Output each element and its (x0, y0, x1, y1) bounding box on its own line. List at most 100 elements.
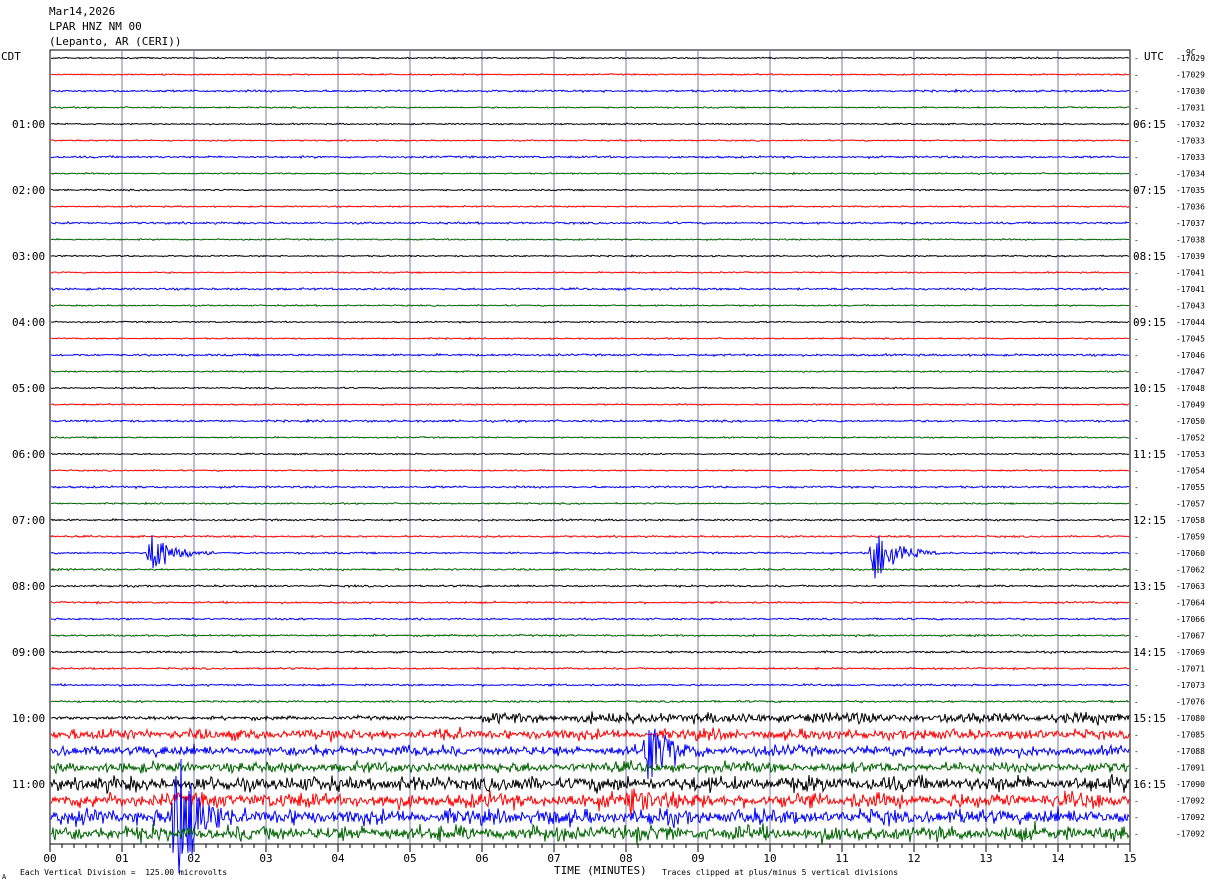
trace-offset-label: -17038 (1176, 236, 1205, 245)
trace-line (50, 583, 1130, 589)
trace-line (50, 726, 1130, 743)
trace-offset-tick: - (1134, 434, 1139, 443)
header-station: LPAR HNZ NM 00 (49, 20, 142, 33)
trace-line (50, 237, 1130, 242)
trace-line (50, 682, 1130, 688)
trace-offset-tick: - (1134, 450, 1139, 459)
left-hour-label: 05:00 (12, 382, 45, 395)
right-hour-label: 12:15 (1133, 514, 1166, 527)
trace-offset-label: -17032 (1176, 120, 1205, 129)
trace-offset-tick: - (1134, 698, 1139, 707)
trace-line (50, 171, 1130, 176)
trace-offset-tick: - (1134, 648, 1139, 657)
trace-offset-tick: - (1134, 170, 1139, 179)
trace-offset-tick: - (1134, 351, 1139, 360)
right-hour-label: 08:15 (1133, 250, 1166, 263)
trace-offset-label: -17055 (1176, 483, 1205, 492)
scale-note: Each Vertical Division = 125.00 microvol… (20, 868, 228, 877)
trace-offset-label: -17039 (1176, 252, 1205, 261)
trace-offset-label: -17092 (1176, 830, 1205, 839)
trace-line (50, 286, 1130, 292)
trace-offset-tick: - (1134, 714, 1139, 723)
trace-offset-label: -17064 (1176, 599, 1205, 608)
right-hour-label: 07:15 (1133, 184, 1166, 197)
trace-offset-label: -17029 (1176, 54, 1205, 63)
x-tick-label: 02 (187, 852, 200, 865)
trace-line (50, 452, 1130, 456)
left-hour-label: 01:00 (12, 118, 45, 131)
trace-offset-tick: - (1134, 236, 1139, 245)
trace-line (50, 105, 1130, 110)
x-tick-label: 00 (43, 852, 56, 865)
trace-offset-tick: - (1134, 120, 1139, 129)
trace-offset-tick: - (1134, 797, 1139, 806)
trace-offset-tick: - (1134, 813, 1139, 822)
trace-offset-tick: - (1134, 830, 1139, 839)
trace-offset-label: -17035 (1176, 186, 1205, 195)
trace-offset-tick: - (1134, 71, 1139, 80)
trace-offset-label: -17054 (1176, 467, 1205, 476)
trace-offset-label: -17033 (1176, 153, 1205, 162)
trace-offset-tick: - (1134, 203, 1139, 212)
trace-offset-label: -17067 (1176, 632, 1205, 641)
trace-line (50, 711, 1130, 726)
trace-line (50, 758, 1130, 874)
trace-line (50, 418, 1130, 424)
trace-offset-tick: - (1134, 269, 1139, 278)
right-hour-label: 16:15 (1133, 778, 1166, 791)
trace-offset-label: -17063 (1176, 582, 1205, 591)
trace-line (50, 650, 1130, 655)
trace-line (50, 254, 1130, 258)
trace-offset-tick: - (1134, 318, 1139, 327)
trace-offset-label: -17030 (1176, 87, 1205, 96)
trace-offset-tick: - (1134, 401, 1139, 410)
trace-line (50, 122, 1130, 126)
trace-offset-tick: - (1134, 467, 1139, 476)
trace-line (50, 72, 1130, 77)
right-hour-label: 14:15 (1133, 646, 1166, 659)
trace-line (50, 633, 1129, 638)
trace-offset-label: -17058 (1176, 516, 1205, 525)
trace-line (50, 759, 1130, 776)
trace-offset-tick: - (1134, 731, 1139, 740)
trace-offset-tick: - (1134, 582, 1139, 591)
trace-offset-label: -17046 (1176, 351, 1205, 360)
trace-line (50, 484, 1130, 490)
trace-line (50, 616, 1130, 622)
trace-offset-label: -17036 (1176, 203, 1205, 212)
corner-mark: A (2, 873, 7, 881)
clip-note: Traces clipped at plus/minus 5 vertical … (662, 868, 899, 877)
x-tick-label: 12 (907, 852, 920, 865)
trace-offset-label: -17045 (1176, 335, 1205, 344)
x-tick-label: 14 (1051, 852, 1065, 865)
trace-offset-label: -17066 (1176, 615, 1205, 624)
trace-line (50, 204, 1130, 209)
trace-line (50, 320, 1130, 324)
trace-offset-label: -17033 (1176, 137, 1205, 146)
trace-line (50, 699, 1130, 704)
trace-line (50, 567, 1130, 572)
trace-offset-label: -17037 (1176, 219, 1205, 228)
trace-offset-label: -17060 (1176, 549, 1205, 558)
x-tick-label: 15 (1123, 852, 1136, 865)
trace-offset-label: -17071 (1176, 665, 1205, 674)
right-hour-label: 11:15 (1133, 448, 1166, 461)
trace-offset-label: -17029 (1176, 71, 1205, 80)
x-tick-label: 01 (115, 852, 128, 865)
trace-offset-tick: - (1134, 384, 1139, 393)
trace-line (50, 774, 1130, 794)
trace-offset-tick: - (1134, 368, 1139, 377)
trace-offset-tick: - (1134, 252, 1139, 261)
trace-offset-tick: - (1134, 104, 1139, 113)
trace-line (50, 88, 1130, 94)
trace-offset-label: -17085 (1176, 731, 1205, 740)
trace-offset-label: -17034 (1176, 170, 1205, 179)
trace-line (50, 435, 1129, 440)
right-timezone-label: UTC (1144, 50, 1164, 63)
trace-line (50, 820, 1130, 845)
trace-line (50, 535, 1130, 579)
trace-offset-tick: - (1134, 417, 1139, 426)
x-tick-label: 08 (619, 852, 632, 865)
trace-offset-label: -17059 (1176, 533, 1205, 542)
